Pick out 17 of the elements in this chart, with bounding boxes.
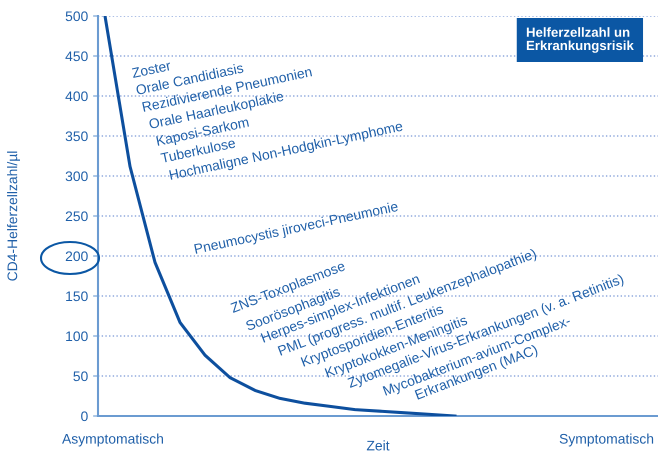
y-tick-label: 100	[66, 331, 88, 342]
text: Helferzellzahl un Erkrankungsrisik	[526, 27, 634, 53]
y-tick-label: 200	[66, 251, 88, 262]
y-tick-label: 300	[66, 171, 88, 182]
annotation: Zoster	[131, 60, 172, 78]
text: Symptomatisch	[560, 434, 654, 446]
text: Asymptomatisch	[62, 434, 163, 446]
y-tick-label: 150	[66, 291, 88, 302]
y-tick-label: 250	[66, 211, 88, 222]
y-tick-label: 50	[73, 371, 88, 382]
y-tick-label: 500	[66, 11, 88, 22]
y-tick-label: 400	[65, 91, 88, 102]
y-tick-label: 350	[66, 131, 88, 142]
x-axis-title: Zeit	[366, 440, 390, 451]
y-tick-label: 450	[65, 51, 88, 62]
y-axis-title: CD4-Helferzellzahl/µl	[7, 152, 20, 281]
y-tick-label: 0	[81, 411, 88, 422]
